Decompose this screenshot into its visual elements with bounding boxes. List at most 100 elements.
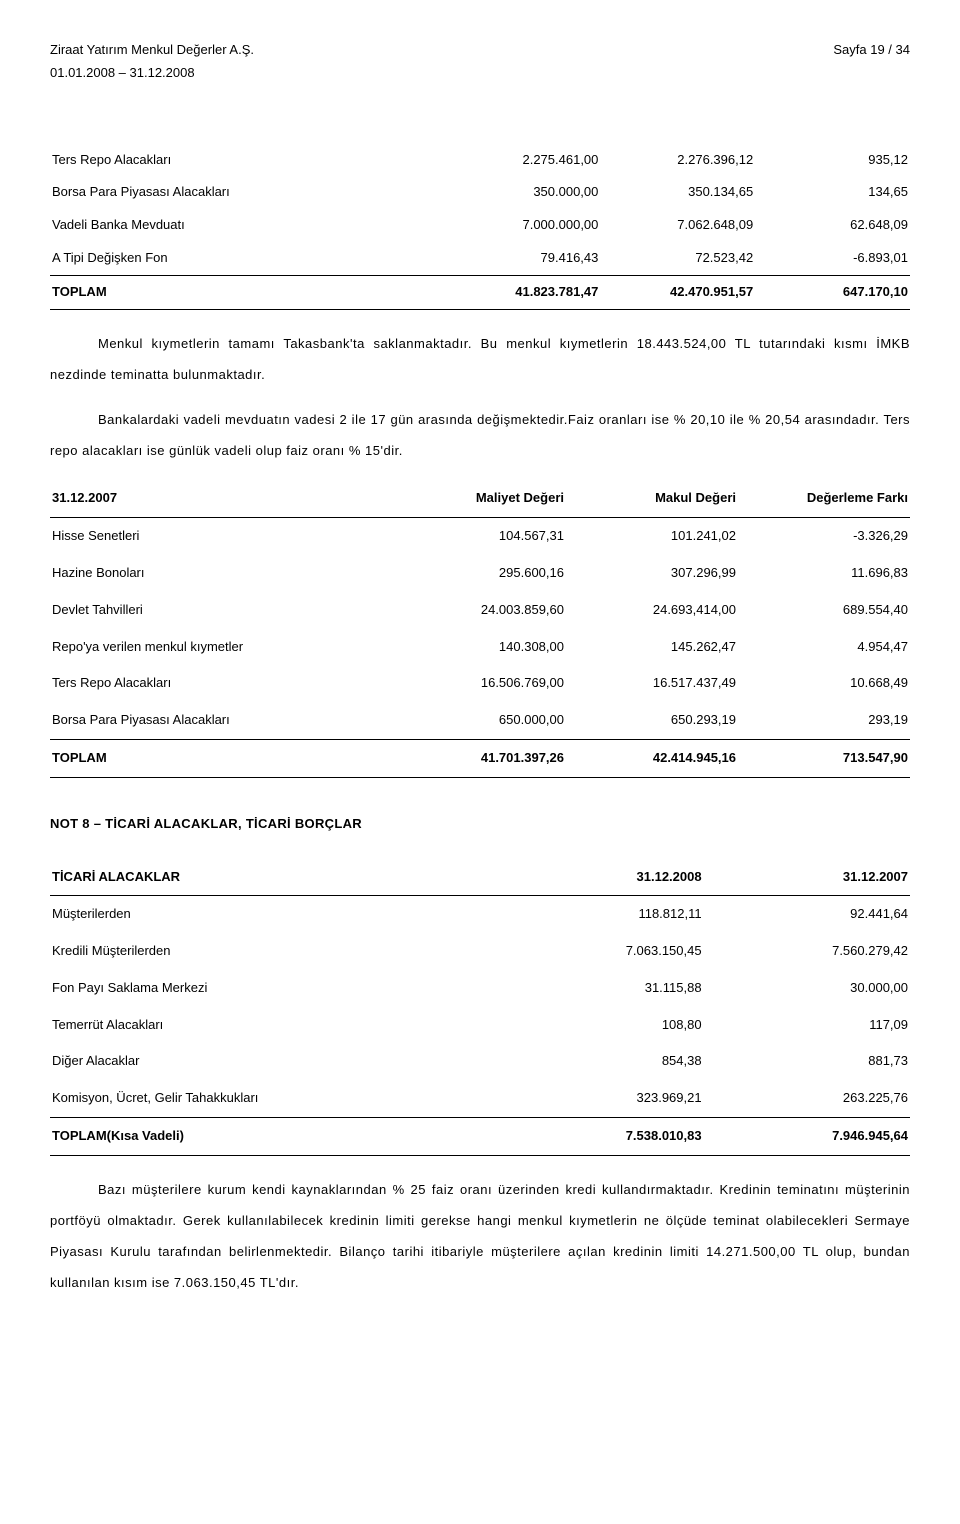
header-cell: 31.12.2008: [497, 859, 703, 896]
table-row: Ters Repo Alacakları 16.506.769,00 16.51…: [50, 665, 910, 702]
cell-value: 11.696,83: [738, 555, 910, 592]
cell-value: 79.416,43: [446, 242, 601, 275]
cell-value: 854,38: [497, 1043, 703, 1080]
cell-value: 650.000,00: [394, 702, 566, 739]
table-row: Fon Payı Saklama Merkezi 31.115,88 30.00…: [50, 970, 910, 1007]
cell-value: 31.115,88: [497, 970, 703, 1007]
cell-value: 307.296,99: [566, 555, 738, 592]
cell-value: 295.600,16: [394, 555, 566, 592]
cell-value: 30.000,00: [704, 970, 910, 1007]
cell-value: 7.946.945,64: [704, 1118, 910, 1156]
cell-label: Temerrüt Alacakları: [50, 1007, 497, 1044]
table-row: Kredili Müşterilerden 7.063.150,45 7.560…: [50, 933, 910, 970]
cell-value: 16.517.437,49: [566, 665, 738, 702]
section-title: NOT 8 – TİCARİ ALACAKLAR, TİCARİ BORÇLAR: [50, 814, 910, 835]
table-total-row: TOPLAM 41.701.397,26 42.414.945,16 713.5…: [50, 739, 910, 777]
table-row: Hazine Bonoları 295.600,16 307.296,99 11…: [50, 555, 910, 592]
table-3: TİCARİ ALACAKLAR 31.12.2008 31.12.2007 M…: [50, 859, 910, 1156]
cell-label: TOPLAM: [50, 275, 446, 309]
cell-value: 7.063.150,45: [497, 933, 703, 970]
cell-value: 16.506.769,00: [394, 665, 566, 702]
table-row: Devlet Tahvilleri 24.003.859,60 24.693,4…: [50, 592, 910, 629]
cell-value: 101.241,02: [566, 518, 738, 555]
cell-value: 881,73: [704, 1043, 910, 1080]
cell-value: 350.000,00: [446, 176, 601, 209]
header-cell: Maliyet Değeri: [394, 480, 566, 517]
table-row: Hisse Senetleri 104.567,31 101.241,02 -3…: [50, 518, 910, 555]
cell-label: TOPLAM(Kısa Vadeli): [50, 1118, 497, 1156]
header-cell: TİCARİ ALACAKLAR: [50, 859, 497, 896]
table-total-row: TOPLAM 41.823.781,47 42.470.951,57 647.1…: [50, 275, 910, 309]
company-name: Ziraat Yatırım Menkul Değerler A.Ş.: [50, 40, 254, 61]
cell-value: 350.134,65: [600, 176, 755, 209]
cell-value: 7.000.000,00: [446, 209, 601, 242]
cell-label: Devlet Tahvilleri: [50, 592, 394, 629]
cell-value: 647.170,10: [755, 275, 910, 309]
cell-label: Borsa Para Piyasası Alacakları: [50, 176, 446, 209]
cell-value: 4.954,47: [738, 629, 910, 666]
table-row: Temerrüt Alacakları 108,80 117,09: [50, 1007, 910, 1044]
table-row: Borsa Para Piyasası Alacakları 650.000,0…: [50, 702, 910, 739]
cell-value: 145.262,47: [566, 629, 738, 666]
table-row: Müşterilerden 118.812,11 92.441,64: [50, 896, 910, 933]
table-1: Ters Repo Alacakları 2.275.461,00 2.276.…: [50, 144, 910, 310]
cell-value: 104.567,31: [394, 518, 566, 555]
table-row: Vadeli Banka Mevduatı 7.000.000,00 7.062…: [50, 209, 910, 242]
cell-value: 118.812,11: [497, 896, 703, 933]
cell-value: 42.414.945,16: [566, 739, 738, 777]
cell-label: Vadeli Banka Mevduatı: [50, 209, 446, 242]
cell-label: Borsa Para Piyasası Alacakları: [50, 702, 394, 739]
cell-label: Müşterilerden: [50, 896, 497, 933]
table-row: Ters Repo Alacakları 2.275.461,00 2.276.…: [50, 144, 910, 177]
cell-value: 689.554,40: [738, 592, 910, 629]
cell-value: 140.308,00: [394, 629, 566, 666]
table-row: A Tipi Değişken Fon 79.416,43 72.523,42 …: [50, 242, 910, 275]
paragraph-1: Menkul kıymetlerin tamamı Takasbank'ta s…: [50, 328, 910, 390]
cell-value: 935,12: [755, 144, 910, 177]
cell-label: A Tipi Değişken Fon: [50, 242, 446, 275]
cell-label: Fon Payı Saklama Merkezi: [50, 970, 497, 1007]
cell-value: 2.275.461,00: [446, 144, 601, 177]
cell-label: Diğer Alacaklar: [50, 1043, 497, 1080]
date-range: 01.01.2008 – 31.12.2008: [50, 63, 910, 84]
cell-value: 62.648,09: [755, 209, 910, 242]
header-cell: 31.12.2007: [50, 480, 394, 517]
table-row: Komisyon, Ücret, Gelir Tahakkukları 323.…: [50, 1080, 910, 1117]
paragraph-2: Bankalardaki vadeli mevduatın vadesi 2 i…: [50, 404, 910, 466]
cell-label: Ters Repo Alacakları: [50, 144, 446, 177]
cell-value: 7.560.279,42: [704, 933, 910, 970]
table-2: 31.12.2007 Maliyet Değeri Makul Değeri D…: [50, 480, 910, 777]
cell-value: 108,80: [497, 1007, 703, 1044]
cell-label: TOPLAM: [50, 739, 394, 777]
cell-label: Repo'ya verilen menkul kıymetler: [50, 629, 394, 666]
cell-value: 134,65: [755, 176, 910, 209]
cell-value: -3.326,29: [738, 518, 910, 555]
header-cell: Değerleme Farkı: [738, 480, 910, 517]
table-row: Repo'ya verilen menkul kıymetler 140.308…: [50, 629, 910, 666]
cell-value: 7.538.010,83: [497, 1118, 703, 1156]
cell-value: 24.003.859,60: [394, 592, 566, 629]
cell-value: -6.893,01: [755, 242, 910, 275]
cell-value: 7.062.648,09: [600, 209, 755, 242]
table-header-row: TİCARİ ALACAKLAR 31.12.2008 31.12.2007: [50, 859, 910, 896]
header-cell: 31.12.2007: [704, 859, 910, 896]
cell-value: 92.441,64: [704, 896, 910, 933]
cell-value: 2.276.396,12: [600, 144, 755, 177]
cell-value: 42.470.951,57: [600, 275, 755, 309]
cell-value: 24.693,414,00: [566, 592, 738, 629]
cell-value: 323.969,21: [497, 1080, 703, 1117]
cell-value: 72.523,42: [600, 242, 755, 275]
cell-label: Hisse Senetleri: [50, 518, 394, 555]
table-row: Diğer Alacaklar 854,38 881,73: [50, 1043, 910, 1080]
cell-label: Kredili Müşterilerden: [50, 933, 497, 970]
cell-label: Ters Repo Alacakları: [50, 665, 394, 702]
cell-value: 263.225,76: [704, 1080, 910, 1117]
paragraph-3: Bazı müşterilere kurum kendi kaynakların…: [50, 1174, 910, 1299]
cell-value: 713.547,90: [738, 739, 910, 777]
cell-value: 293,19: [738, 702, 910, 739]
cell-value: 650.293,19: [566, 702, 738, 739]
header-cell: Makul Değeri: [566, 480, 738, 517]
cell-value: 41.701.397,26: [394, 739, 566, 777]
cell-label: Hazine Bonoları: [50, 555, 394, 592]
table-row: Borsa Para Piyasası Alacakları 350.000,0…: [50, 176, 910, 209]
